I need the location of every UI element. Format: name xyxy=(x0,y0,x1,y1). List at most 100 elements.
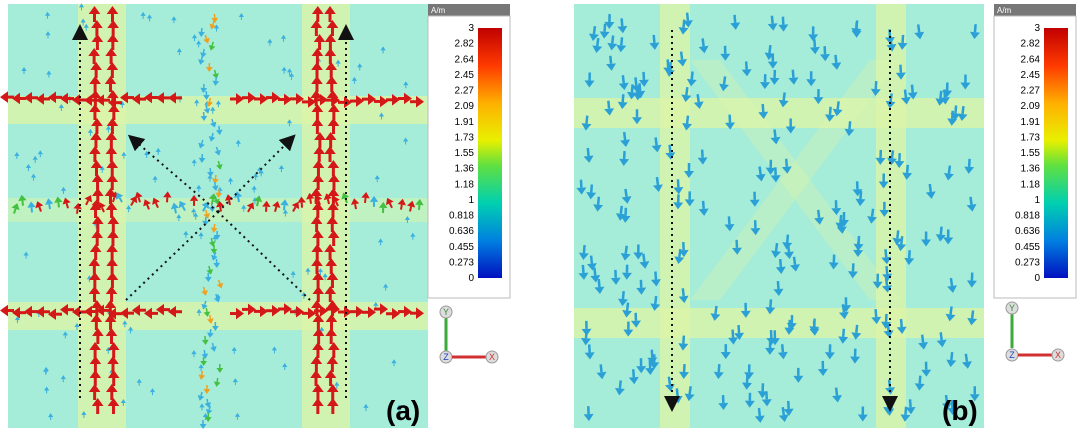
field-arrow-shaft xyxy=(586,116,587,124)
field-arrow-shaft xyxy=(623,94,624,102)
field-arrow-shaft xyxy=(677,388,678,396)
field-arrow-shaft xyxy=(588,148,589,156)
colorbar-unit: A/m xyxy=(431,6,446,15)
strip xyxy=(574,98,984,128)
field-arrow-shaft xyxy=(703,201,704,209)
field-arrow-shaft xyxy=(876,309,877,317)
field-arrow-shaft xyxy=(175,208,176,213)
colorbar-tick-label: 1.36 xyxy=(455,164,475,175)
field-arrow-shaft xyxy=(778,281,779,289)
field-arrow-shaft xyxy=(218,161,219,165)
field-arrow-shaft xyxy=(794,257,795,265)
field-arrow-shaft xyxy=(605,24,606,32)
field-arrow-shaft xyxy=(328,199,329,204)
panel-a: (a) xyxy=(0,3,428,429)
field-arrow-shaft xyxy=(206,105,207,109)
field-arrow-shaft xyxy=(220,207,221,212)
field-arrow-shaft xyxy=(632,84,633,92)
field-arrow-shaft xyxy=(783,407,784,415)
colorbar-tick-label: 0.273 xyxy=(1015,257,1040,268)
colorbar-tick-label: 2.82 xyxy=(455,39,475,50)
field-arrow-shaft xyxy=(770,299,771,307)
field-arrow-shaft xyxy=(687,116,688,124)
colorbar-b: A/m32.822.642.452.272.091.911.731.551.36… xyxy=(994,4,1076,298)
field-arrow-shaft xyxy=(719,364,720,372)
field-arrow-shaft xyxy=(670,62,671,70)
field-arrow-shaft xyxy=(975,24,976,32)
field-arrow-shaft xyxy=(608,101,609,109)
field-arrow-shaft xyxy=(633,369,634,377)
colorbar-tick-label: 0.273 xyxy=(449,257,474,268)
field-arrow-shaft xyxy=(724,76,725,84)
colorbar-tick-label: 2.27 xyxy=(455,86,475,97)
field-arrow-shaft xyxy=(212,343,213,347)
field-arrow-shaft xyxy=(214,224,215,228)
field-arrow-shaft xyxy=(621,206,622,214)
colorbar-tick-label: 2.45 xyxy=(1021,70,1041,81)
field-arrow-head xyxy=(0,91,8,103)
field-arrow-shaft xyxy=(599,279,600,287)
field-arrow-shaft xyxy=(920,376,921,384)
field-arrow-shaft xyxy=(204,287,205,291)
field-arrow-shaft xyxy=(310,199,311,204)
field-arrow-shaft xyxy=(715,306,716,314)
field-arrow-shaft xyxy=(215,175,216,179)
colorbar-tick-label: 1.18 xyxy=(455,179,475,190)
field-arrow-shaft xyxy=(922,335,923,343)
field-arrow-shaft xyxy=(849,121,850,129)
y-axis-label: Y xyxy=(1009,303,1015,313)
field-arrow-shaft xyxy=(774,129,775,137)
colorbar-tick-label: 2.45 xyxy=(455,70,475,81)
field-arrow-head xyxy=(0,305,8,317)
field-arrow-shaft xyxy=(49,204,50,209)
field-arrow-shaft xyxy=(643,254,644,262)
field-arrow-shaft xyxy=(584,245,585,253)
field-arrow-shaft xyxy=(638,85,639,93)
colorbar-gradient xyxy=(1044,28,1068,278)
field-arrow-shaft xyxy=(787,235,788,243)
field-arrow-shaft xyxy=(139,197,140,202)
field-arrow-shaft xyxy=(113,197,114,202)
field-arrow-shaft xyxy=(818,210,819,218)
field-arrow-shaft xyxy=(886,266,887,274)
field-arrow-shaft xyxy=(739,325,740,333)
field-arrow-shaft xyxy=(211,238,212,242)
field-arrow-shaft xyxy=(401,205,402,210)
field-arrow-shaft xyxy=(635,77,636,85)
field-arrow-shaft xyxy=(892,150,893,158)
x-axis-label: X xyxy=(489,352,495,362)
field-arrow-shaft xyxy=(861,191,862,199)
field-arrow-shaft xyxy=(583,265,584,273)
colorbar-tick-label: 2.09 xyxy=(455,101,475,112)
z-axis-label: Z xyxy=(1009,350,1015,360)
field-arrow-shaft xyxy=(681,52,682,60)
field-arrow-shaft xyxy=(836,388,837,396)
field-arrow-shaft xyxy=(901,319,902,327)
field-arrow-shaft xyxy=(204,350,205,354)
field-arrow-shaft xyxy=(941,332,942,340)
colorbar-tick-label: 1.73 xyxy=(455,132,475,143)
field-arrow-shaft xyxy=(655,296,656,304)
field-arrow-shaft xyxy=(840,215,841,223)
field-arrow-shaft xyxy=(683,336,684,344)
field-arrow-shaft xyxy=(654,35,655,43)
field-arrow-shaft xyxy=(623,291,624,299)
field-arrow-shaft xyxy=(814,39,815,47)
x-axis-label: X xyxy=(1055,350,1061,360)
field-arrow-shaft xyxy=(897,230,898,238)
field-arrow-shaft xyxy=(229,200,230,205)
field-arrow-shaft xyxy=(620,380,621,388)
field-arrow-shaft xyxy=(623,75,624,83)
field-arrow-shaft xyxy=(905,407,906,415)
field-arrow-shaft xyxy=(355,204,356,209)
field-arrow-shaft xyxy=(77,209,78,214)
field-arrow-shaft xyxy=(886,278,887,286)
field-arrow-shaft xyxy=(949,166,950,174)
field-arrow-shaft xyxy=(843,329,844,337)
colorbar-tick-label: 0.818 xyxy=(449,211,474,222)
field-arrow-shaft xyxy=(684,20,685,28)
field-arrow-shaft xyxy=(782,344,783,352)
field-arrow-shaft xyxy=(67,203,68,208)
field-arrow-shaft xyxy=(951,278,952,286)
axis-triad-a: Y Z X xyxy=(440,306,498,363)
